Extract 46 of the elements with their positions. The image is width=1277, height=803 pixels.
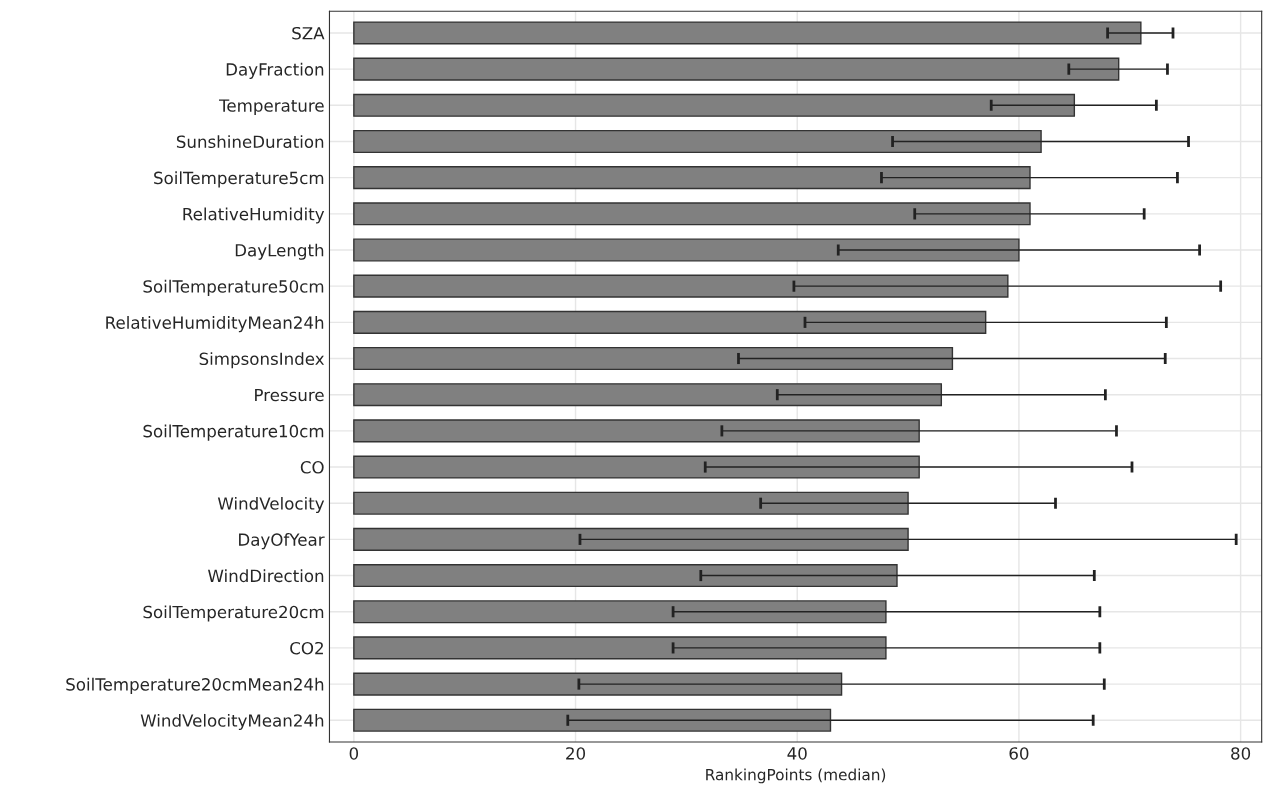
- bar: [353, 238, 1020, 262]
- x-tick-label: 20: [566, 747, 586, 760]
- y-tick-label: WindDirection: [208, 569, 324, 583]
- bar: [353, 672, 843, 696]
- y-tick-label: RelativeHumidity: [183, 207, 325, 224]
- y-tick-label: SoilTemperature20cmMean24h: [66, 677, 324, 694]
- bar: [353, 202, 1031, 226]
- x-tick-label: 80: [1231, 747, 1251, 760]
- bar: [353, 383, 943, 407]
- y-tick-label: DayOfYear: [239, 533, 325, 550]
- bar: [353, 708, 832, 732]
- y-tick-label: SoilTemperature5cm: [154, 171, 324, 188]
- y-tick-label: SoilTemperature50cm: [143, 279, 324, 296]
- x-tick-label: 0: [349, 747, 359, 760]
- bar: [353, 636, 887, 660]
- x-tick-label: 60: [1009, 747, 1029, 760]
- bar: [353, 346, 954, 371]
- bar: [353, 310, 987, 334]
- y-tick-label: SunshineDuration: [176, 135, 324, 149]
- bar: [353, 21, 1142, 45]
- bar: [353, 93, 1076, 117]
- y-tick-label: SoilTemperature20cm: [143, 605, 324, 622]
- bar: [353, 274, 1009, 298]
- y-tick-label: CO: [300, 461, 324, 474]
- bar: [353, 57, 1120, 81]
- bar: [353, 600, 887, 624]
- y-tick-label: SoilTemperature10cm: [143, 424, 324, 441]
- y-tick-label: RelativeHumidityMean24h: [106, 316, 324, 333]
- bar: [353, 419, 920, 443]
- y-tick-label: SimpsonsIndex: [199, 352, 325, 369]
- y-tick-label: WindVelocityMean24h: [140, 713, 324, 731]
- y-tick-label: SZA: [292, 26, 325, 40]
- y-tick-label: DayFraction: [226, 62, 324, 79]
- bar: [353, 166, 1031, 190]
- x-tick-label: 40: [787, 747, 807, 760]
- y-tick-label: CO2: [290, 641, 323, 655]
- bar: [353, 491, 909, 515]
- bar: [353, 129, 1042, 154]
- bar: [353, 527, 909, 551]
- bar: [353, 455, 920, 479]
- bar: [353, 564, 898, 588]
- y-tick-label: Temperature: [218, 99, 324, 116]
- y-tick-label: DayLength: [235, 243, 324, 260]
- x-axis-title: RankingPoints (median): [706, 768, 886, 784]
- y-tick-label: WindVelocity: [217, 496, 325, 514]
- y-tick-label: Pressure: [255, 388, 324, 402]
